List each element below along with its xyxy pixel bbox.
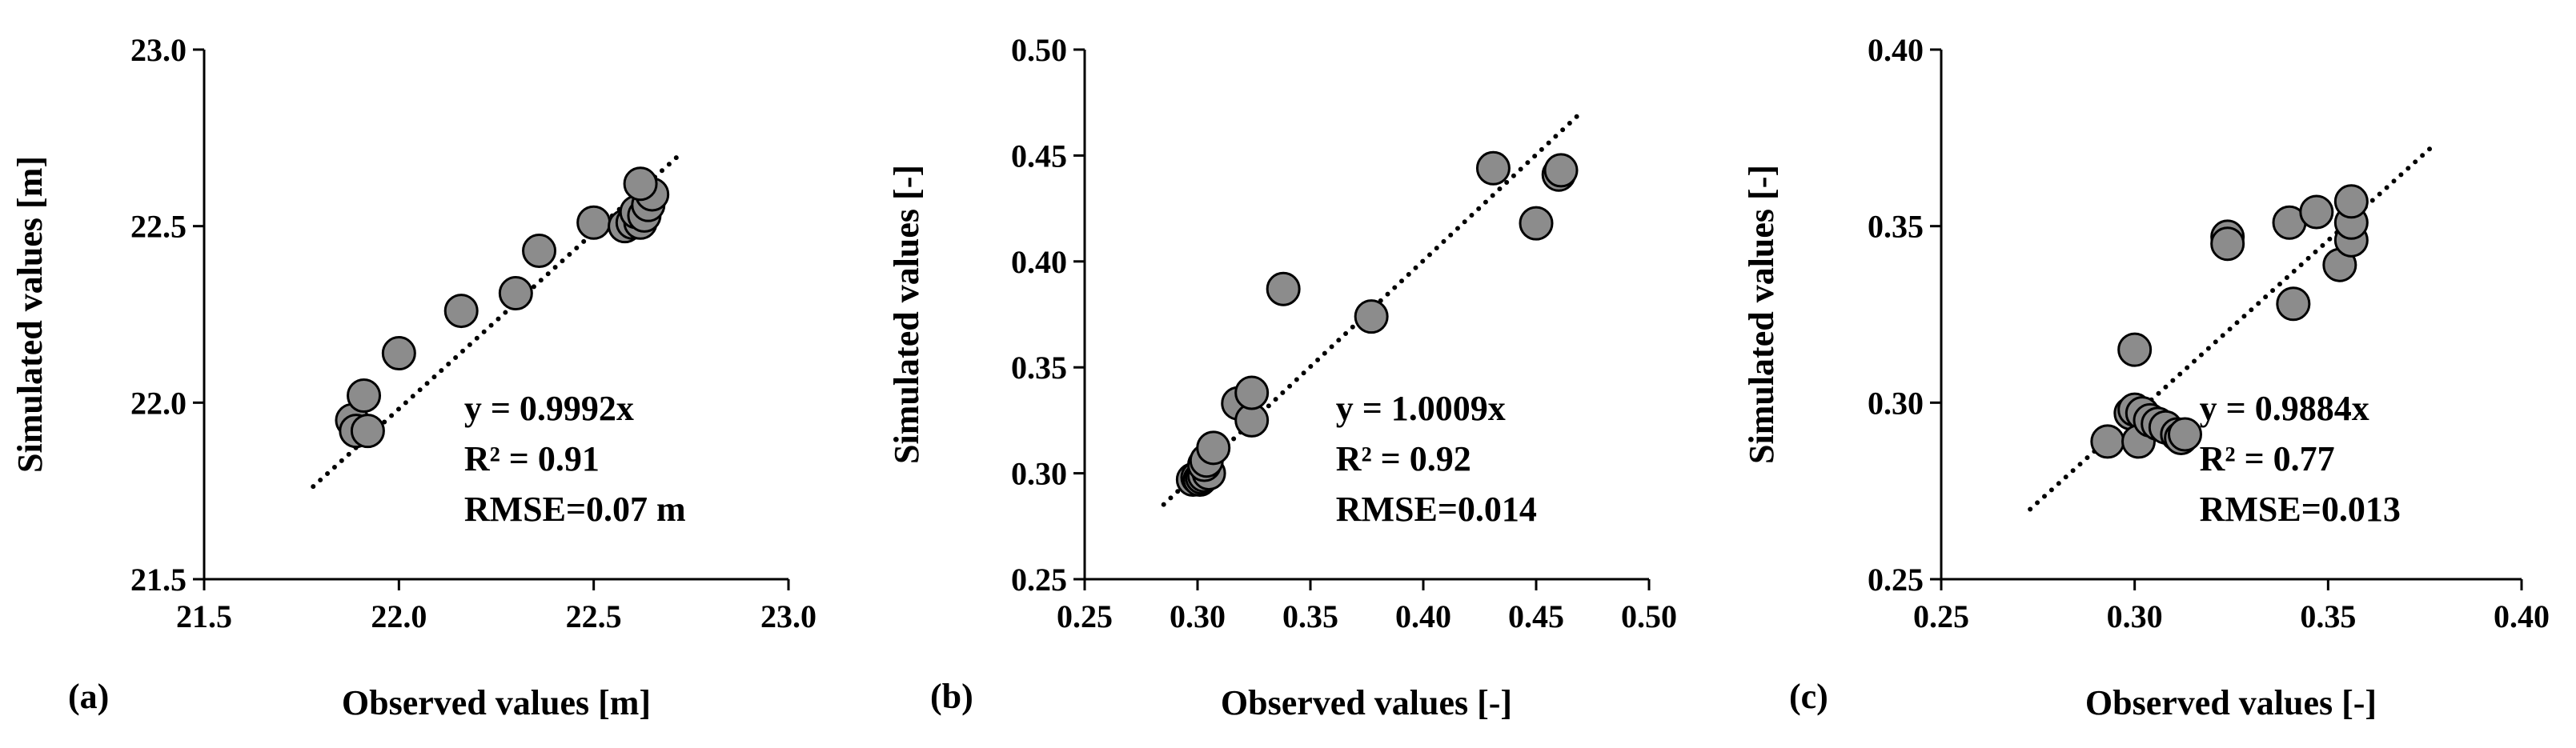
y-axis-title: Simulated values [-]	[887, 165, 926, 464]
data-point	[1475, 150, 1511, 186]
x-tick-label: 23.0	[760, 598, 817, 634]
y-tick-label: 22.5	[130, 209, 187, 245]
y-axis-title: Simulated values [m]	[10, 156, 50, 473]
regression-annotation: RMSE=0.014	[1336, 490, 1537, 529]
y-tick-label: 0.40	[1868, 32, 1924, 68]
regression-annotation: R² = 0.91	[464, 439, 600, 478]
y-tick-label: 0.35	[1868, 209, 1924, 245]
x-tick-label: 0.40	[1395, 598, 1451, 634]
data-point	[347, 378, 382, 414]
x-tick-label: 22.0	[371, 598, 427, 634]
x-tick-label: 21.5	[176, 598, 232, 634]
data-point	[2168, 417, 2202, 452]
x-tick-label: 0.50	[1621, 598, 1677, 634]
data-point	[2276, 286, 2311, 322]
x-axis-title: Observed values [-]	[1221, 683, 1512, 722]
y-tick-label: 0.45	[1011, 138, 1067, 174]
data-point	[522, 234, 557, 269]
data-point	[1234, 375, 1270, 410]
regression-annotation: y = 0.9992x	[464, 389, 634, 428]
data-point	[2090, 424, 2125, 459]
y-tick-label: 0.35	[1011, 350, 1067, 386]
trendline	[311, 149, 686, 490]
y-tick-label: 21.5	[130, 562, 187, 598]
data-point	[2210, 226, 2245, 262]
data-point	[576, 205, 612, 240]
data-point	[1196, 430, 1231, 466]
y-tick-label: 0.25	[1868, 562, 1924, 598]
panel-c: 0.25 0.30 0.35 0.40 0.25 0.30 0.35 0.40 Observed…	[1742, 32, 2550, 722]
x-tick-label: 0.35	[2300, 598, 2356, 634]
panel-label: (c)	[1789, 677, 1828, 716]
panel-label: (a)	[68, 677, 109, 716]
panel-a: 21.5 22.0 22.5 23.0 21.5 22.0 22.5 23.0 Observed…	[10, 32, 817, 722]
y-tick-label: 0.30	[1868, 385, 1924, 421]
data-point	[498, 276, 533, 311]
panel-label: (b)	[930, 677, 973, 716]
regression-annotation: R² = 0.77	[2200, 439, 2335, 478]
regression-annotation: RMSE=0.013	[2200, 490, 2401, 529]
regression-annotation: y = 0.9884x	[2200, 389, 2369, 428]
data-point	[1543, 153, 1579, 188]
x-axis-title: Observed values [-]	[2085, 683, 2377, 722]
x-tick-label: 0.45	[1508, 598, 1564, 634]
y-tick-label: 0.30	[1011, 456, 1067, 492]
data-point	[623, 166, 658, 202]
regression-annotation: RMSE=0.07 m	[464, 490, 686, 529]
y-tick-label: 22.0	[130, 385, 187, 421]
x-tick-label: 0.35	[1282, 598, 1338, 634]
y-axis-title: Simulated values [-]	[1742, 165, 1781, 464]
x-tick-label: 22.5	[566, 598, 622, 634]
x-axis-title: Observed values [m]	[342, 683, 651, 722]
panel-b: 0.25 0.30 0.35 0.40 0.45 0.50 0.25 0.30 0.35 0.40…	[887, 32, 1677, 722]
data-point	[350, 414, 385, 449]
y-tick-label: 23.0	[130, 32, 187, 68]
x-tick-label: 0.40	[2494, 598, 2550, 634]
x-tick-label: 0.25	[1057, 598, 1113, 634]
x-tick-label: 0.30	[2107, 598, 2163, 634]
data-point	[2117, 332, 2153, 367]
data-point	[1519, 206, 1554, 241]
trendline	[1161, 114, 1579, 507]
data-point	[381, 336, 416, 371]
data-point	[443, 294, 479, 329]
data-point	[1354, 299, 1389, 334]
y-tick-label: 0.40	[1011, 244, 1067, 280]
x-tick-label: 0.25	[1913, 598, 1969, 634]
regression-annotation: R² = 0.92	[1336, 439, 1471, 478]
data-point	[2299, 194, 2334, 230]
data-point	[2333, 184, 2369, 219]
data-point	[1266, 271, 1301, 306]
regression-annotation: y = 1.0009x	[1336, 389, 1506, 428]
y-tick-label: 0.50	[1011, 32, 1067, 68]
x-tick-label: 0.30	[1170, 598, 1226, 634]
y-tick-label: 0.25	[1011, 562, 1067, 598]
